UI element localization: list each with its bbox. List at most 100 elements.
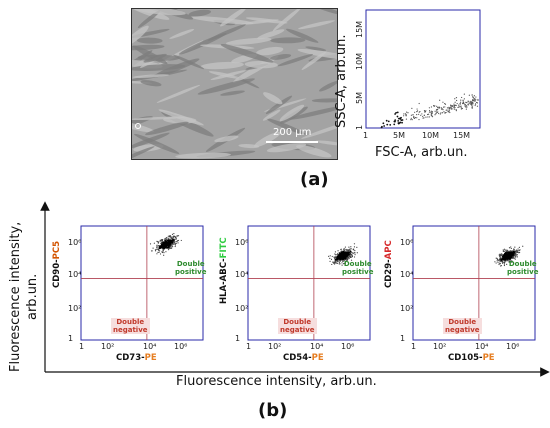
- cell-event: [163, 252, 165, 254]
- cell-event: [504, 252, 507, 255]
- scatter-point: [418, 102, 420, 105]
- cell-event: [161, 251, 164, 254]
- cell-event: [345, 259, 347, 261]
- cell-event: [151, 250, 153, 252]
- scatter-point: [449, 111, 451, 114]
- scatter-point: [394, 119, 397, 122]
- cell-event: [168, 248, 170, 250]
- cell-event: [504, 260, 506, 262]
- scatter-point: [387, 120, 390, 123]
- cell-event: [517, 250, 519, 253]
- cell-shape: [254, 131, 281, 148]
- cell-event: [168, 242, 171, 245]
- cell-event: [515, 255, 517, 258]
- cell-event: [503, 261, 506, 264]
- cell-event: [512, 250, 515, 253]
- cell-event: [511, 261, 514, 263]
- cell-shape: [214, 135, 239, 143]
- scatter-point: [428, 109, 431, 112]
- cell-event: [498, 262, 500, 264]
- y-tick: 10²: [400, 304, 414, 313]
- scatter-point: [418, 118, 420, 121]
- scatter-point: [429, 111, 431, 113]
- cell-event: [329, 257, 331, 259]
- cell-shape: [156, 84, 201, 103]
- scatter-point: [439, 99, 441, 101]
- y-marker: CD90-: [52, 259, 62, 288]
- cell-event: [344, 250, 347, 253]
- x-tick-5m: 5M: [393, 131, 405, 140]
- cell-event: [332, 261, 334, 263]
- cell-event: [344, 249, 346, 252]
- cell-event: [349, 249, 351, 251]
- cell-event: [163, 241, 166, 244]
- scatter-point: [456, 102, 458, 105]
- scatter-point: [473, 95, 475, 97]
- scatter-point: [442, 109, 444, 111]
- cell-event: [165, 239, 167, 241]
- cell-event: [169, 238, 171, 241]
- cell-event: [162, 249, 164, 251]
- scatter-point: [475, 99, 477, 101]
- scatter-point: [466, 101, 468, 104]
- cell-event: [334, 258, 337, 261]
- scatter-point: [477, 99, 479, 101]
- cell-event: [508, 251, 511, 254]
- cell-event: [335, 262, 337, 264]
- cell-event: [341, 264, 343, 266]
- cell-event: [173, 232, 175, 235]
- scatter-point: [403, 115, 405, 117]
- scatter-point: [450, 105, 453, 107]
- scatter-point: [462, 102, 464, 104]
- scatter-point: [461, 107, 463, 110]
- x-tick: 10⁶: [174, 342, 188, 351]
- cell-shape: [262, 109, 281, 121]
- double-positive-label: Double positive: [507, 260, 539, 276]
- cell-event: [495, 262, 497, 264]
- scatter-point: [394, 113, 397, 115]
- cell-event: [356, 252, 358, 254]
- cell-event: [356, 246, 358, 248]
- y-marker-label: HLA-ABC-FITC: [219, 237, 229, 304]
- cell-event: [167, 235, 169, 237]
- flow-plot-2: 1 10² 10⁴ 10⁶ 1 10² 10⁴ 10⁶ CD54-PE HLA-ABC-FITC D…: [210, 216, 382, 372]
- cell-shape: [220, 44, 274, 63]
- scatter-point: [446, 107, 449, 109]
- cell-shape: [191, 16, 254, 25]
- y-tick: 10²: [235, 304, 249, 313]
- cell-event: [341, 262, 343, 264]
- cell-event: [353, 248, 355, 250]
- cell-event: [504, 249, 507, 251]
- scatter-point: [430, 106, 433, 108]
- cell-shape: [145, 121, 189, 136]
- scatter-point: [472, 104, 474, 106]
- cell-event: [168, 240, 171, 243]
- scatter-point: [399, 118, 402, 120]
- y-fluorochrome: PC5: [52, 240, 62, 260]
- cell-micrograph: 200 µm: [131, 8, 338, 160]
- scatter-point: [455, 97, 458, 99]
- cell-event: [167, 248, 170, 251]
- y-tick: 1: [235, 334, 241, 343]
- scatter-point: [474, 98, 476, 100]
- scatter-point: [410, 119, 412, 121]
- scatter-point: [424, 110, 427, 113]
- cell-event: [496, 258, 499, 261]
- cell-event: [347, 249, 349, 251]
- scatter-point: [471, 94, 473, 96]
- scatter-point: [453, 107, 455, 109]
- scatter-point: [440, 112, 442, 114]
- cell-event: [512, 257, 514, 259]
- cell-event: [344, 261, 347, 263]
- cell-event: [163, 254, 165, 256]
- x-tick: 10⁴: [310, 342, 324, 351]
- cell-event: [519, 249, 521, 251]
- scatter-point: [470, 101, 472, 103]
- scatter-point: [445, 111, 447, 114]
- scatter-point: [443, 111, 445, 113]
- scatter-point: [413, 116, 415, 119]
- scatter-point: [462, 99, 464, 101]
- scatter-point: [457, 106, 459, 109]
- scatter-point: [477, 98, 479, 101]
- scatter-point: [471, 106, 473, 108]
